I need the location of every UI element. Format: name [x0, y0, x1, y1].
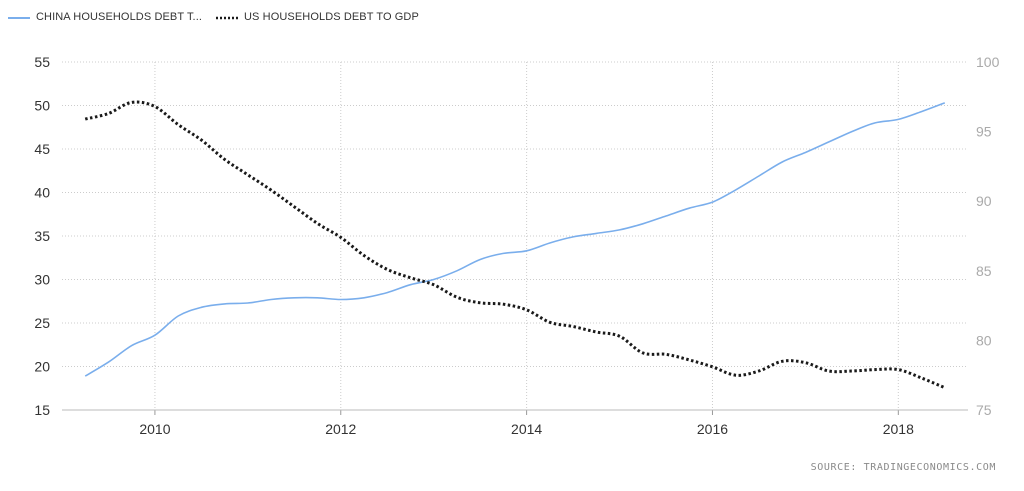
right-axis-tick-label: 85	[976, 263, 992, 279]
left-axis-tick-label: 15	[34, 402, 50, 418]
left-axis-tick-label: 40	[34, 185, 50, 201]
x-axis-tick-label: 2014	[511, 421, 542, 437]
right-axis-tick-label: 75	[976, 402, 992, 418]
x-axis-tick-label: 2012	[325, 421, 356, 437]
right-axis-tick-label: 90	[976, 193, 992, 209]
us-debt-line	[84, 100, 946, 390]
china-debt-line	[84, 102, 946, 377]
right-axis-tick-label: 100	[976, 54, 1000, 70]
left-axis-tick-label: 30	[34, 272, 50, 288]
right-axis-tick-label: 80	[976, 332, 992, 348]
left-axis-tick-label: 55	[34, 54, 50, 70]
left-axis-tick-label: 45	[34, 141, 50, 157]
legend-item-us[interactable]: US HOUSEHOLDS DEBT TO GDP	[216, 11, 419, 23]
right-axis-tick-label: 95	[976, 124, 992, 140]
chart-legend: CHINA HOUSEHOLDS DEBT T... US HOUSEHOLDS…	[8, 7, 433, 27]
x-axis-tick-label: 2010	[139, 421, 170, 437]
left-axis-tick-label: 20	[34, 359, 50, 375]
left-axis-tick-label: 35	[34, 228, 50, 244]
left-axis-tick-label: 25	[34, 315, 50, 331]
x-axis-tick-label: 2018	[883, 421, 914, 437]
x-axis-tick-label: 2016	[697, 421, 728, 437]
legend-item-china[interactable]: CHINA HOUSEHOLDS DEBT T...	[8, 11, 202, 23]
legend-label-us: US HOUSEHOLDS DEBT TO GDP	[244, 11, 419, 23]
legend-swatch-china	[8, 11, 30, 23]
left-axis-tick-label: 50	[34, 98, 50, 114]
source-credit: SOURCE: TRADINGECONOMICS.COM	[810, 462, 996, 473]
legend-label-china: CHINA HOUSEHOLDS DEBT T...	[36, 11, 203, 23]
